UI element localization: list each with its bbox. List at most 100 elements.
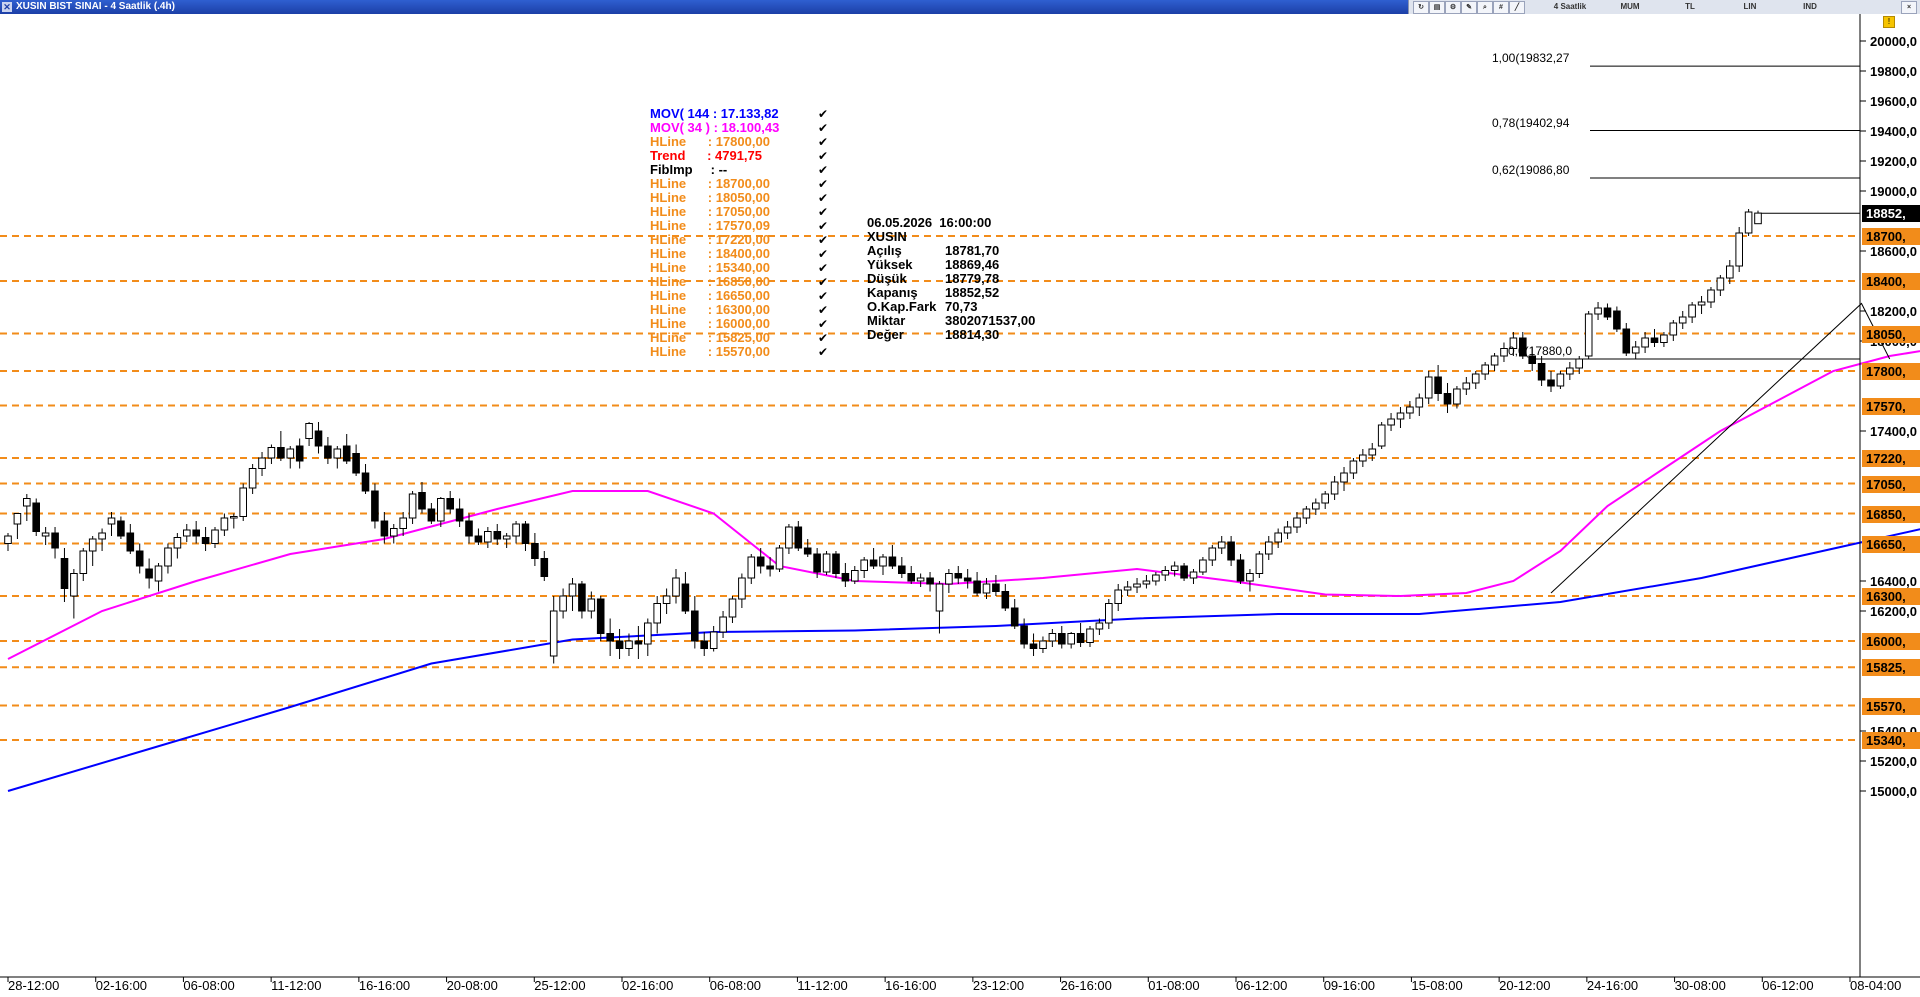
close-icon[interactable]: × xyxy=(1901,1,1917,14)
y-tick-label: 15000,0 xyxy=(1870,784,1917,799)
candle-body xyxy=(578,583,586,612)
refresh-icon[interactable]: ↻ xyxy=(1413,1,1429,14)
line-icon[interactable]: ╱ xyxy=(1509,1,1525,14)
legend-entry[interactable]: HLine : 15340,00 xyxy=(650,260,770,275)
legend-entry[interactable]: HLine : 17050,00 xyxy=(650,204,770,219)
legend-entry[interactable]: HLine : 18050,00 xyxy=(650,190,770,205)
checkmark-icon[interactable]: ✔ xyxy=(818,163,829,177)
legend-entry[interactable]: HLine : 16850,00 xyxy=(650,274,770,289)
candle xyxy=(1152,572,1160,586)
candle xyxy=(305,422,313,446)
legend-entry[interactable]: HLine : 16000,00 xyxy=(650,316,770,331)
checkmark-icon[interactable]: ✔ xyxy=(818,177,829,191)
legend-entry[interactable]: MOV( 144 : 17.133,82 xyxy=(650,106,779,121)
checkmark-icon[interactable]: ✔ xyxy=(818,331,829,345)
candle-body xyxy=(1236,559,1245,582)
period-selector[interactable]: 4 Saatlik xyxy=(1553,2,1587,11)
info-label: Yüksek xyxy=(867,257,913,272)
candle-body xyxy=(935,583,944,612)
checkmark-icon[interactable]: ✔ xyxy=(818,121,829,135)
candle xyxy=(672,569,680,604)
candle-body xyxy=(653,603,662,624)
legend-entry[interactable]: MOV( 34 ) : 18.100,43 xyxy=(650,120,780,135)
candle-body xyxy=(371,490,379,522)
checkmark-icon[interactable]: ✔ xyxy=(818,233,829,247)
legend-entry[interactable]: HLine : 18400,00 xyxy=(650,246,770,261)
candle xyxy=(512,521,520,544)
candle-body xyxy=(1058,633,1066,645)
candle xyxy=(540,551,549,581)
settings-icon[interactable]: ⚙ xyxy=(1445,1,1461,14)
candle-body xyxy=(1368,448,1377,456)
candle xyxy=(973,572,981,596)
candle xyxy=(1020,618,1028,649)
candle xyxy=(1566,362,1574,380)
candle-body xyxy=(1726,265,1734,279)
candle-body xyxy=(493,531,502,540)
x-tick-label: 08-04:00 xyxy=(1850,978,1901,993)
candle xyxy=(437,497,445,527)
legend-entry[interactable]: HLine : 15570,00 xyxy=(650,344,770,359)
candle xyxy=(1424,371,1433,404)
candle-body xyxy=(1754,212,1762,225)
candle-body xyxy=(4,535,12,544)
y-tick-label: 19800,0 xyxy=(1870,64,1917,79)
checkmark-icon[interactable]: ✔ xyxy=(818,345,829,359)
candle-body xyxy=(145,568,153,579)
candle-body xyxy=(1575,358,1584,369)
candle-body xyxy=(295,445,304,462)
x-tick-label: 25-12:00 xyxy=(534,978,585,993)
checkmark-icon[interactable]: ✔ xyxy=(818,149,829,163)
candle xyxy=(173,533,182,559)
candle xyxy=(408,491,417,524)
hline-price-tag: 16300, xyxy=(1862,588,1920,605)
checkmark-icon[interactable]: ✔ xyxy=(818,275,829,289)
candle-body xyxy=(945,573,953,585)
grid-icon[interactable]: # xyxy=(1493,1,1509,14)
checkmark-icon[interactable]: ✔ xyxy=(818,261,829,275)
candle-body xyxy=(540,558,549,577)
price-chart[interactable]: 28-12:00 02-16:00 06-08:00 11-12:00 16-16:00… xyxy=(0,14,1920,997)
draw-icon[interactable]: ✎ xyxy=(1461,1,1477,14)
candle xyxy=(1453,386,1461,409)
checkmark-icon[interactable]: ✔ xyxy=(818,191,829,205)
legend-entry[interactable]: HLine : 18700,00 xyxy=(650,176,770,191)
candle xyxy=(691,596,699,649)
candle xyxy=(41,527,50,545)
indicator-selector[interactable]: IND xyxy=(1803,2,1817,11)
candle-body xyxy=(230,516,238,519)
checkmark-icon[interactable]: ✔ xyxy=(818,247,829,261)
checkmark-icon[interactable]: ✔ xyxy=(818,205,829,219)
candle-body xyxy=(455,508,464,522)
legend-entry[interactable]: FibImp : -- xyxy=(650,162,728,177)
currency-selector[interactable]: TL xyxy=(1685,2,1695,11)
candle xyxy=(841,563,850,587)
checkmark-icon[interactable]: ✔ xyxy=(818,289,829,303)
candle-body xyxy=(766,565,774,570)
legend-entry[interactable]: HLine : 16300,00 xyxy=(650,302,770,317)
legend-entry[interactable]: HLine : 17800,00 xyxy=(650,134,770,149)
candle xyxy=(1114,584,1123,611)
legend-entry[interactable]: HLine : 15825,00 xyxy=(650,330,770,345)
print-icon[interactable]: ▤ xyxy=(1429,1,1445,14)
legend-entry[interactable]: HLine : 16650,00 xyxy=(650,288,770,303)
chart-type-selector[interactable]: MUM xyxy=(1620,2,1640,11)
zoom-icon[interactable]: ⌕ xyxy=(1477,1,1493,14)
checkmark-icon[interactable]: ✔ xyxy=(818,219,829,233)
checkmark-icon[interactable]: ✔ xyxy=(818,135,829,149)
candle xyxy=(1105,599,1113,629)
legend-entry[interactable]: HLine : 17570,09 xyxy=(650,218,770,233)
candle-body xyxy=(1660,334,1668,343)
scale-selector[interactable]: LIN xyxy=(1743,2,1757,11)
checkmark-icon[interactable]: ✔ xyxy=(818,303,829,317)
trend-line xyxy=(1550,302,1891,594)
candle-body xyxy=(1123,586,1132,591)
warning-icon[interactable]: ! xyxy=(1883,16,1895,28)
legend-entry[interactable]: Trend : 4791,75 xyxy=(650,148,762,163)
candle xyxy=(371,483,379,529)
legend-entry[interactable]: HLine : 17220,00 xyxy=(650,232,770,247)
candle xyxy=(587,591,596,619)
checkmark-icon[interactable]: ✔ xyxy=(818,317,829,331)
checkmark-icon[interactable]: ✔ xyxy=(818,107,829,121)
x-tick-label: 26-16:00 xyxy=(1061,978,1112,993)
